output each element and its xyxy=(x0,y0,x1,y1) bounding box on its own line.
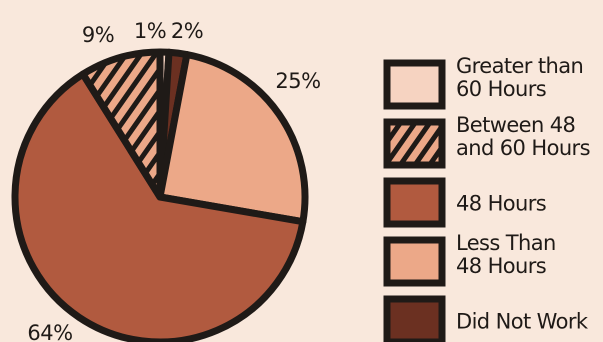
legend-swatch-48-hours xyxy=(383,177,446,228)
pie-label-between-48-and-60-hours: 9% xyxy=(82,23,114,47)
pie-slice-between-48-and-60-hours xyxy=(79,48,164,201)
legend-label-between-48-and-60-hours: Between 48 and 60 Hours xyxy=(456,113,590,160)
legend-item-did-not-work: Did Not Work xyxy=(383,295,589,342)
legend-swatch-did-not-work xyxy=(383,295,446,342)
pie-percent-labels: 1% 2% 25% 64% 9% xyxy=(27,19,321,342)
legend-label-did-not-work: Did Not Work xyxy=(456,310,589,334)
legend-swatch-less-than-48-hours xyxy=(383,236,446,287)
legend-label-greater-than-60-hours: Greater than 60 Hours xyxy=(456,54,583,101)
legend-swatch-greater-than-60-hours xyxy=(383,59,446,110)
pie-label-less-than-48-hours: 25% xyxy=(275,69,320,93)
pie-label-did-not-work: 2% xyxy=(171,19,203,43)
legend-item-48-hours: 48 Hours xyxy=(383,177,547,228)
pie-slices xyxy=(11,48,309,342)
legend-swatch-between-48-and-60-hours xyxy=(383,118,446,169)
pie-slice-less-than-48-hours xyxy=(156,51,309,226)
legend-item-less-than-48-hours: Less Than 48 Hours xyxy=(383,231,556,287)
pie-label-48-hours: 64% xyxy=(27,321,72,342)
legend-item-greater-than-60-hours: Greater than 60 Hours xyxy=(383,54,584,110)
pie-slice-48-hours xyxy=(11,70,307,342)
pie-label-greater-than-60-hours: 1% xyxy=(134,19,166,43)
legend-label-less-than-48-hours: Less Than 48 Hours xyxy=(456,231,556,278)
legend-label-48-hours: 48 Hours xyxy=(456,192,546,216)
legend: Greater than 60 Hours Between 48 and 60 Hou… xyxy=(383,54,591,342)
legend-item-between-48-and-60-hours: Between 48 and 60 Hours xyxy=(383,113,591,169)
